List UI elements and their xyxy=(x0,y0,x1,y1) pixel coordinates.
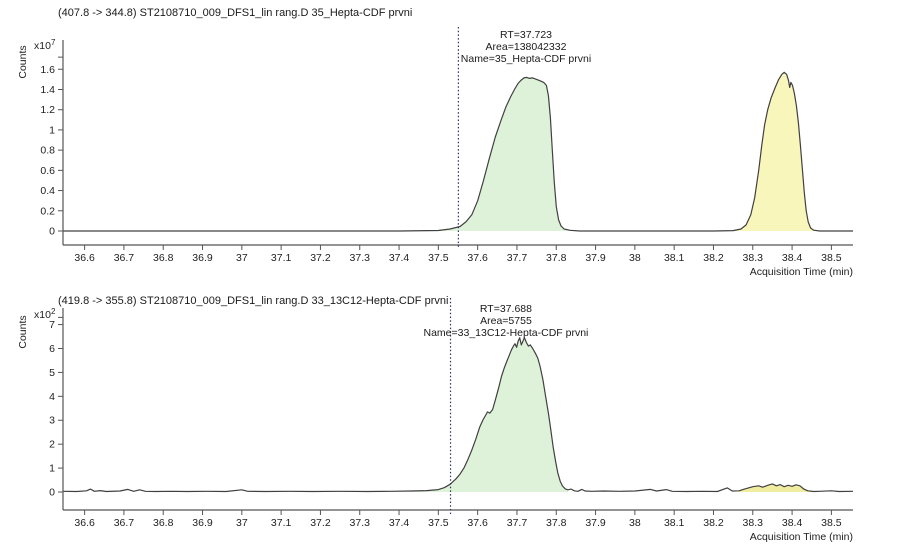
x-axis-title: Acquisition Time (min) xyxy=(750,266,853,278)
peak-fill-0-1[interactable] xyxy=(713,72,820,231)
y-tick-label: 1.2 xyxy=(40,104,55,116)
x-tick-label: 37.3 xyxy=(350,517,371,529)
x-tick-label: 38.1 xyxy=(664,252,685,264)
y-tick-label: 3 xyxy=(49,415,55,427)
x-tick-label: 37.8 xyxy=(546,517,567,529)
x-tick-label: 37.6 xyxy=(467,252,488,264)
x-tick-label: 36.7 xyxy=(114,517,135,529)
y-tick-label: 0 xyxy=(49,487,55,499)
x-tick-label: 38.5 xyxy=(821,252,842,264)
x-tick-label: 38.2 xyxy=(703,252,724,264)
panel2-header: (419.8 -> 355.8) ST2108710_009_DFS1_lin … xyxy=(58,295,448,307)
x-tick-label: 36.6 xyxy=(74,517,95,529)
y-axis-title: Counts xyxy=(17,45,29,78)
peak-annotation-line: RT=37.723 xyxy=(500,29,552,41)
chromatogram-panel-2: 0 1 2 3 4 5 6 7 36.6 36.7 36.8 36.9 37 37.1 37.2 37.3 37… xyxy=(17,295,854,543)
y-tick-label: 6 xyxy=(49,343,55,355)
y-tick-label: 1 xyxy=(49,124,55,136)
x-tick-label: 37.7 xyxy=(507,252,528,264)
peak-annotation-line: Area=138042332 xyxy=(486,41,567,53)
x-tick-label: 38.4 xyxy=(782,517,803,529)
x-tick-label: 37.3 xyxy=(350,252,371,264)
x-tick-label: 37.8 xyxy=(546,252,567,264)
x-tick-label: 38 xyxy=(629,517,641,529)
x-tick-label: 37.7 xyxy=(507,517,528,529)
peak-annotation-line: Name=35_Hepta-CDF prvni xyxy=(461,53,591,65)
x-tick-label: 37.5 xyxy=(428,517,449,529)
signal-trace xyxy=(62,337,854,493)
x-tick-label: 38 xyxy=(629,252,641,264)
x-tick-label: 37.9 xyxy=(585,517,606,529)
y-tick-label: 0.8 xyxy=(40,145,55,157)
x-tick-label: 37.6 xyxy=(467,517,488,529)
x-tick-label: 38.3 xyxy=(743,517,764,529)
y-tick-label: 1 xyxy=(49,463,55,475)
x-tick-label: 38.4 xyxy=(782,252,803,264)
peak-fill-1-1[interactable] xyxy=(739,483,814,492)
x-tick-label: 37.2 xyxy=(310,517,331,529)
x-tick-label: 36.9 xyxy=(192,252,213,264)
chromatogram-panel-1: 0 0.2 0.4 0.6 0.8 1 1.2 1.4 1.6 36.6 36.7 36.8 36.9 3… xyxy=(17,24,853,278)
peak-annotation-line: Area=5755 xyxy=(480,315,532,327)
x-tick-label: 37 xyxy=(236,252,248,264)
x-tick-label: 37.2 xyxy=(310,252,331,264)
x-tick-label: 36.8 xyxy=(153,252,174,264)
x-axis-title: Acquisition Time (min) xyxy=(750,531,853,543)
x-tick-label: 37.9 xyxy=(585,252,606,264)
x-tick-label: 36.8 xyxy=(153,517,174,529)
y-tick-label: 1.4 xyxy=(40,84,55,96)
peak-annotation-line: RT=37.688 xyxy=(480,303,532,315)
y-axis-title: Counts xyxy=(17,315,29,348)
x-tick-label: 37.4 xyxy=(389,517,410,529)
y-tick-label: 4 xyxy=(49,391,55,403)
x-tick-label: 38.5 xyxy=(821,517,842,529)
plot-area[interactable] xyxy=(63,295,853,510)
x-tick-label: 36.9 xyxy=(192,517,213,529)
y-tick-label: 0.6 xyxy=(40,165,55,177)
x-tick-label: 37 xyxy=(236,517,248,529)
y-tick-label: 7 xyxy=(49,319,55,331)
peak-annotation-line: Name=33_13C12-Hepta-CDF prvni xyxy=(424,327,589,339)
x-tick-label: 36.7 xyxy=(114,252,135,264)
x-tick-label: 38.2 xyxy=(703,517,724,529)
y-scale-label: x102 xyxy=(34,307,56,321)
y-tick-label: 0.2 xyxy=(40,205,55,217)
peak-fill-1-0[interactable] xyxy=(410,337,568,492)
signal-trace xyxy=(63,71,853,232)
y-tick-label: 0.4 xyxy=(40,185,55,197)
y-tick-label: 5 xyxy=(49,367,55,379)
panel1-header: (407.8 -> 344.8) ST2108710_009_DFS1_lin … xyxy=(58,7,413,19)
plot-area[interactable] xyxy=(63,24,853,245)
peak-fill-0-0[interactable] xyxy=(399,77,580,232)
x-tick-label: 37.1 xyxy=(271,252,292,264)
x-tick-label: 38.1 xyxy=(664,517,685,529)
x-tick-label: 38.3 xyxy=(743,252,764,264)
y-scale-label: x107 xyxy=(34,38,56,52)
x-tick-label: 36.6 xyxy=(74,252,95,264)
x-tick-label: 37.1 xyxy=(271,517,292,529)
x-tick-label: 37.4 xyxy=(389,252,410,264)
y-tick-label: 1.6 xyxy=(40,64,55,76)
y-tick-label: 2 xyxy=(49,439,55,451)
x-tick-label: 37.5 xyxy=(428,252,449,264)
y-tick-label: 0 xyxy=(49,226,55,238)
